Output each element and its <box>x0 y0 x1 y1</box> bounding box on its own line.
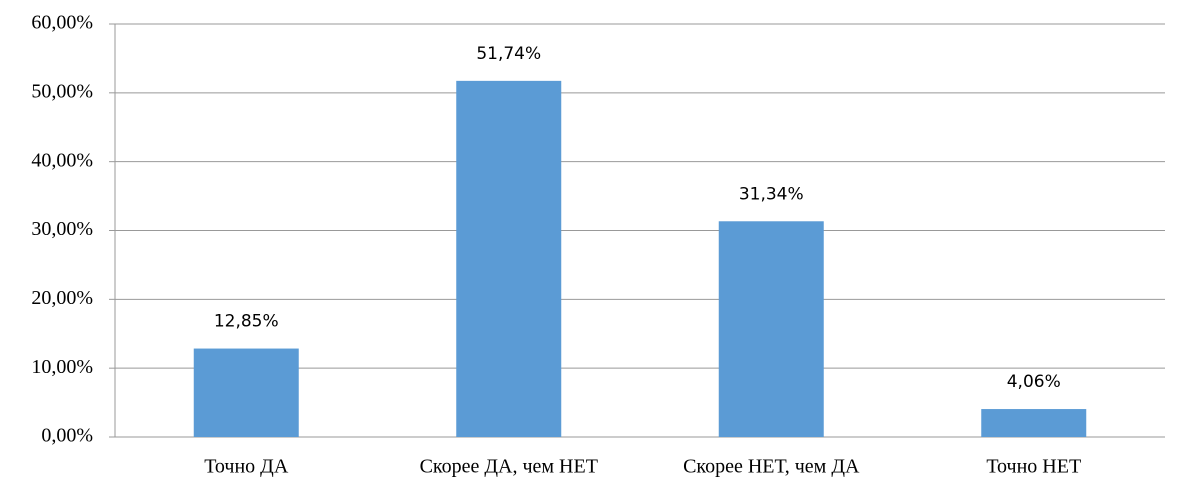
y-tick-label: 60,00% <box>31 12 93 34</box>
bar <box>456 80 562 438</box>
y-tick-label: 10,00% <box>31 356 93 378</box>
y-tick-label: 40,00% <box>31 149 93 171</box>
y-tick-label: 0,00% <box>41 425 93 447</box>
x-tick-label: Точно ДА <box>204 456 289 478</box>
y-tick-label: 30,00% <box>31 218 93 240</box>
bar <box>981 409 1087 437</box>
y-tick-label: 20,00% <box>31 287 93 309</box>
x-tick-label: Скорее НЕТ, чем ДА <box>683 456 860 478</box>
x-tick-label: Точно НЕТ <box>986 456 1081 478</box>
value-label: 4,06% <box>1007 372 1061 392</box>
x-tick-label: Скорее ДА, чем НЕТ <box>420 456 598 478</box>
value-label: 12,85% <box>214 312 279 332</box>
bar <box>193 348 299 437</box>
y-tick-label: 50,00% <box>31 80 93 102</box>
value-label: 31,34% <box>739 184 804 204</box>
bar <box>718 221 824 437</box>
value-label: 51,74% <box>476 44 541 64</box>
